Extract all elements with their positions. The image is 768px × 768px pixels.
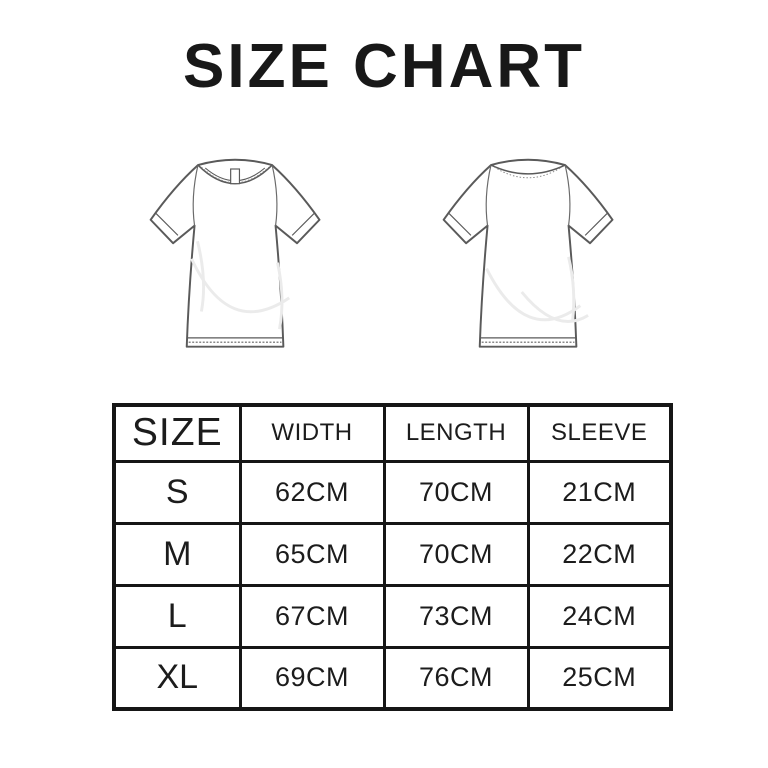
size-label: L [112,583,242,649]
width-value: 65CM [238,521,386,587]
tshirt-front-sketch [135,140,340,362]
sleeve-value: 22CM [526,521,673,587]
length-value: 73CM [382,583,530,649]
tshirt-back-icon [442,158,614,348]
tshirt-back-sketch [428,140,633,362]
size-label: M [112,521,242,587]
table-row-l: L 67CM 73CM 24CM [112,583,673,649]
size-table-header-row: SIZE WIDTH LENGTH SLEEVE [112,403,673,463]
width-value: 69CM [238,645,386,711]
size-label: XL [112,645,242,711]
column-header-sleeve: SLEEVE [526,403,673,463]
tshirt-front-icon [149,158,321,348]
length-value: 70CM [382,459,530,525]
shirt-illustrations [0,140,768,362]
column-header-length: LENGTH [382,403,530,463]
table-row-xl: XL 69CM 76CM 25CM [112,645,673,711]
neck-tag [230,168,241,185]
column-header-width: WIDTH [238,403,386,463]
length-value: 76CM [382,645,530,711]
table-row-s: S 62CM 70CM 21CM [112,459,673,525]
page-title: SIZE CHART [183,32,585,101]
size-table: SIZE WIDTH LENGTH SLEEVE S 62CM 70CM 21C… [112,403,673,711]
width-value: 67CM [238,583,386,649]
width-value: 62CM [238,459,386,525]
column-header-size: SIZE [112,403,242,463]
sleeve-value: 25CM [526,645,673,711]
sleeve-value: 24CM [526,583,673,649]
sleeve-value: 21CM [526,459,673,525]
table-row-m: M 65CM 70CM 22CM [112,521,673,587]
size-label: S [112,459,242,525]
length-value: 70CM [382,521,530,587]
